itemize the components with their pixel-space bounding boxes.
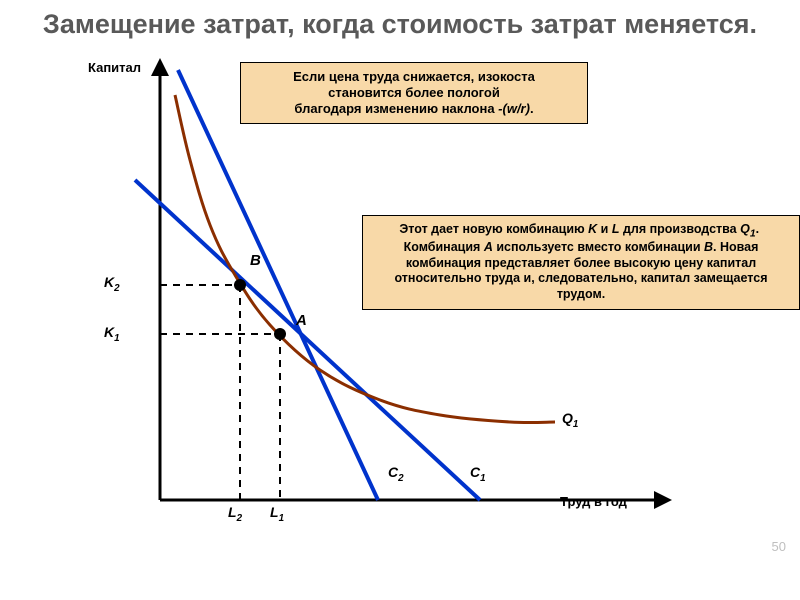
point-b-label: B xyxy=(250,252,261,269)
chart-area: Капитал Труд в год K2 K1 L2 L1 A B Q1 C2… xyxy=(0,40,800,560)
q1-label: Q1 xyxy=(562,410,578,430)
tick-l1: L1 xyxy=(270,504,284,524)
y-axis-label: Капитал xyxy=(88,60,141,75)
point-a-label: A xyxy=(296,312,307,329)
page-title: Замещение затрат, когда стоимость затрат… xyxy=(0,0,800,40)
x-axis-label: Труд в год xyxy=(560,494,627,509)
tick-k2: K2 xyxy=(104,274,120,294)
c2-label: C2 xyxy=(388,464,404,484)
tick-l2: L2 xyxy=(228,504,242,524)
slide-number: 50 xyxy=(772,539,786,554)
tick-k1: K1 xyxy=(104,324,120,344)
info-box-top: Если цена труда снижается, изокостастано… xyxy=(240,62,588,125)
info-box-mid: Этот дает новую комбинацию K и L для про… xyxy=(362,215,800,310)
c1-label: C1 xyxy=(470,464,486,484)
